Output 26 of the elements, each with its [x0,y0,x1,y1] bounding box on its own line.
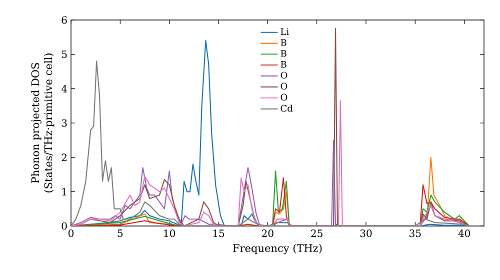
legend-label: B [280,50,286,57]
y-tick-label: 5 [62,50,67,58]
legend-label: B [280,60,286,68]
x-tick-label: 10 [164,230,176,238]
legend-label: O [280,94,288,101]
y-tick-label: 4 [61,84,67,92]
y-tick-label: 1 [62,188,66,196]
legend-label: O [280,72,288,79]
y-tick-label: 2 [62,154,66,162]
x-tick-label: 20 [262,230,274,238]
x-tick-label: 40 [458,230,470,238]
x-tick-label: 0 [68,230,74,238]
x-tick-label: 15 [213,230,224,238]
legend-label: Li [280,28,289,35]
y-tick-label: 6 [62,16,67,24]
x-tick-label: 5 [118,230,123,237]
y-axis-title: Phonon projected DOS (States/THz·primitive cell) [31,54,54,192]
y-tick-label: 0 [62,222,67,230]
x-tick-label: 35 [410,230,421,238]
legend-label: B [280,39,286,46]
legend-label: O [280,82,288,90]
x-tick-label: 30 [360,230,372,238]
y-tick-label: 3 [62,119,67,127]
x-tick-label: 25 [311,230,322,238]
legend-label: Cd [280,104,293,112]
x-axis-title: Frequency (THz) [233,244,322,254]
